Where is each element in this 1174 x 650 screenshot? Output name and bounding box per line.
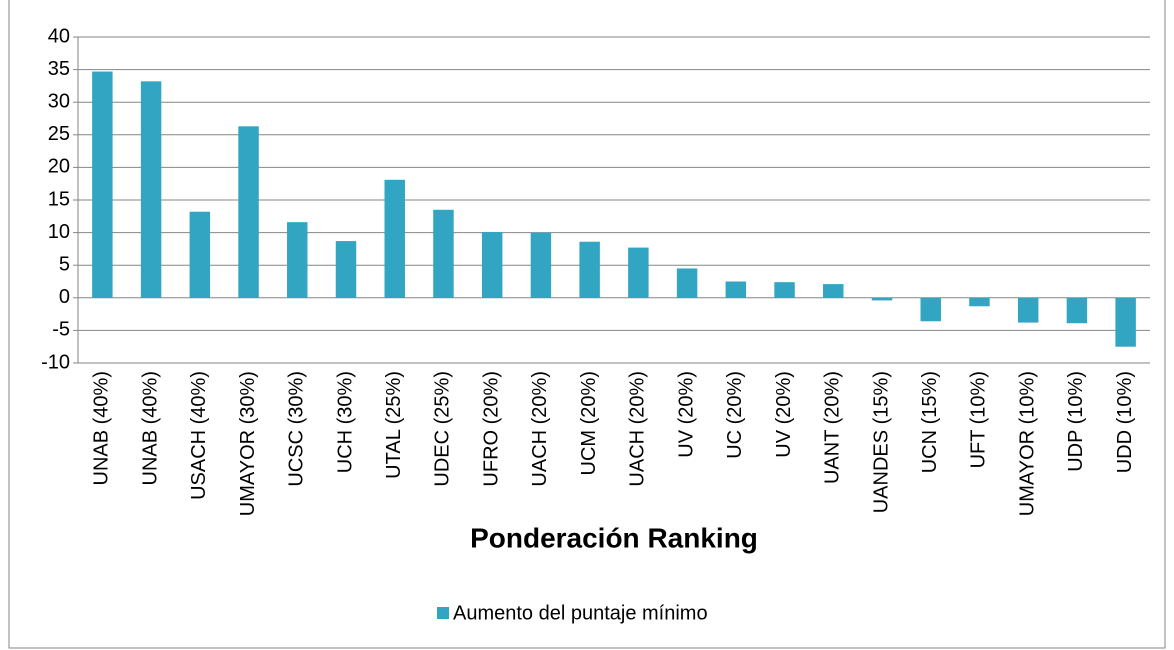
y-tick-label: 30 (48, 90, 70, 112)
x-tick-label: UDD (10%) (1114, 371, 1136, 473)
y-tick-label: 20 (48, 156, 70, 178)
bar (579, 241, 600, 298)
bar (189, 211, 211, 298)
x-tick-label: UCM (20%) (578, 371, 600, 475)
bar (823, 284, 844, 298)
x-tick-label: UDEC (25%) (432, 371, 454, 487)
x-tick-label: UNAB (40%) (91, 371, 113, 485)
x-tick-label: UCN (15%) (919, 371, 941, 473)
x-tick-label: UNAB (40%) (139, 371, 161, 485)
bar (725, 281, 747, 298)
bar (969, 297, 990, 307)
bar (1066, 297, 1088, 324)
y-tick-label: 0 (59, 286, 70, 308)
bar (530, 232, 552, 298)
y-tick-label: -10 (41, 351, 70, 373)
bar (433, 209, 454, 298)
bar (920, 297, 941, 322)
x-tick-label: UV (20%) (773, 371, 795, 458)
bar (92, 71, 113, 298)
x-tick-label: UC (20%) (724, 371, 746, 459)
bar (140, 81, 162, 298)
legend-swatch (437, 607, 449, 619)
y-tick-label: 5 (59, 253, 70, 275)
bar (628, 247, 649, 298)
x-tick-label: UDP (10%) (1065, 371, 1087, 472)
bar (676, 268, 698, 298)
x-tick-label: UFRO (20%) (480, 371, 502, 487)
x-axis-title: Ponderación Ranking (470, 522, 758, 553)
bar (287, 222, 308, 298)
y-tick-label: 15 (48, 188, 70, 210)
y-tick-label: -5 (52, 319, 70, 341)
x-tick-label: UANT (20%) (822, 371, 844, 484)
x-tick-label: UMAYOR (30%) (237, 371, 259, 516)
x-tick-label: UV (20%) (675, 371, 697, 458)
bar (238, 126, 259, 298)
bar (335, 241, 357, 298)
y-tick-label: 40 (48, 25, 70, 47)
bar (871, 297, 893, 301)
y-tick-label: 10 (48, 221, 70, 243)
x-tick-label: UACH (20%) (529, 371, 551, 487)
x-tick-label: UCSC (30%) (286, 371, 308, 487)
bar (774, 282, 795, 298)
x-tick-label: UCH (30%) (334, 371, 356, 473)
x-tick-label: UMAYOR (10%) (1016, 371, 1038, 516)
bar (384, 179, 405, 298)
bar (481, 231, 503, 298)
chart-frame (8, 0, 1166, 649)
bar (1017, 297, 1039, 323)
x-tick-label: UFT (10%) (968, 371, 990, 468)
y-tick-label: 35 (48, 58, 70, 80)
bar (1115, 297, 1136, 347)
x-tick-label: USACH (40%) (188, 371, 210, 500)
x-tick-label: UACH (20%) (627, 371, 649, 487)
legend-label: Aumento del puntaje mínimo (453, 602, 708, 624)
x-tick-label: UTAL (25%) (383, 371, 405, 479)
x-tick-label: UANDES (15%) (870, 371, 892, 513)
y-tick-label: 25 (48, 123, 70, 145)
